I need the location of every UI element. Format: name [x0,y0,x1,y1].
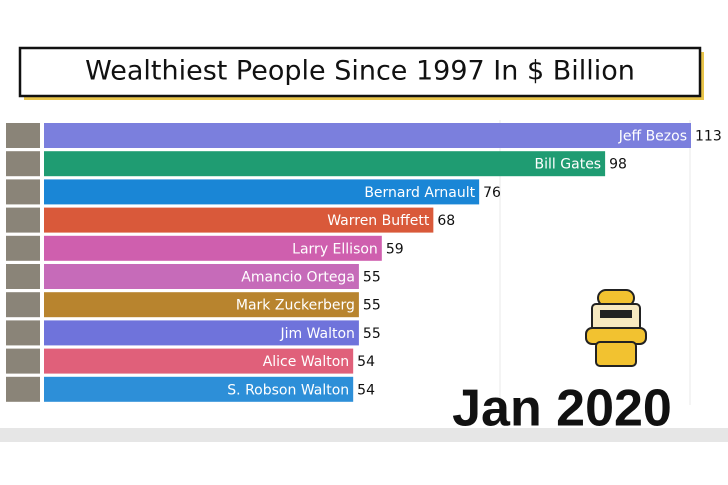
title-box [18,46,702,98]
bar-name: Jim Walton [279,326,354,342]
bar [44,179,480,205]
avatar [6,151,40,177]
bar-name: Warren Buffett [327,213,430,229]
bar [44,348,354,374]
avatar [6,235,40,261]
avatar [6,320,40,346]
bar [44,151,606,177]
value-label: 54 [357,382,375,398]
value-label: 54 [357,354,375,370]
value-label: 98 [609,157,627,173]
avatar [6,123,40,148]
avatar [6,292,40,318]
robot-icon [585,289,647,367]
avatar [6,207,40,233]
bar-name: Bill Gates [535,157,602,173]
bar [44,264,359,289]
bar [44,376,354,402]
value-label: 68 [437,213,455,229]
bar-name: Mark Zuckerberg [236,298,355,314]
bottom-band [0,428,728,442]
value-label: 113 [695,129,722,145]
bar [44,235,382,261]
bar [44,320,359,346]
bar-name: Jeff Bezos [618,129,687,145]
value-label: 55 [363,298,381,314]
bar [44,123,691,148]
bar [44,207,434,233]
value-label: 59 [386,241,404,257]
bar-name: Alice Walton [263,354,349,370]
avatar [6,264,40,289]
avatar [6,348,40,374]
bar-name: Bernard Arnault [364,185,475,201]
avatar [6,376,40,402]
date-label: Jan 2020 [452,380,672,438]
chart-title: Wealthiest People Since 1997 In $ Billio… [85,56,635,87]
value-label: 55 [363,326,381,342]
bar [44,292,359,318]
avatar [6,179,40,205]
bar-name: Larry Ellison [292,241,378,257]
bar-name: S. Robson Walton [227,382,349,398]
bar-name: Amancio Ortega [241,270,355,286]
value-label: 55 [363,270,381,286]
value-label: 76 [483,185,501,201]
